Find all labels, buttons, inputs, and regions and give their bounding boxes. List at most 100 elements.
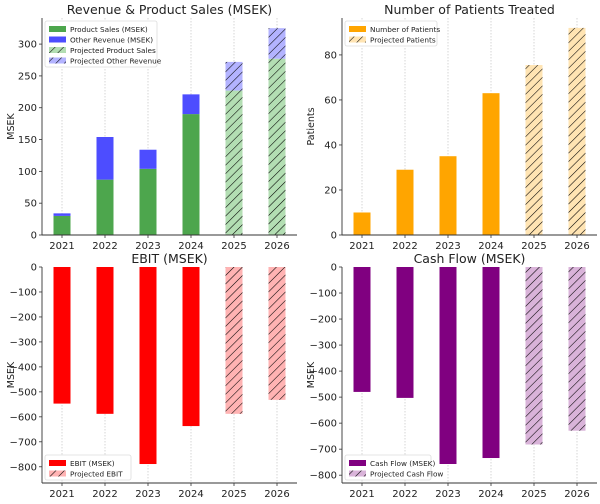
legend-swatch [349, 36, 366, 43]
legend: Product Sales (MSEK) Other Revenue (MSEK)… [44, 20, 162, 68]
legend: EBIT (MSEK) Projected EBIT [44, 454, 132, 481]
x-tick-label: 2024 [478, 489, 503, 500]
legend-swatch [49, 57, 66, 64]
bar-2026-2 [568, 267, 586, 431]
y-axis-label: MSEK [6, 113, 17, 140]
bar-2024-2 [182, 94, 200, 115]
subplot-2: 0 20 40 60 80 2021 2022 2023 2024 2025 2026 Number … [306, 2, 597, 252]
x-tick-label: 2024 [178, 241, 203, 252]
bar-2024-1 [482, 93, 500, 235]
legend-label: Cash Flow (MSEK) [370, 459, 435, 468]
bar-2023-1 [139, 267, 157, 465]
y-tick-label: 300 [18, 40, 37, 51]
y-tick-label: −800 [10, 462, 37, 473]
legend-box [344, 20, 438, 47]
legend-box [44, 454, 132, 481]
x-tick-label: 2023 [135, 241, 160, 252]
bar-2025-4 [225, 61, 243, 91]
x-tick-label: 2022 [392, 489, 417, 500]
y-tick-label: 60 [324, 95, 337, 106]
bar-2026-2 [568, 27, 586, 235]
chart-title: EBIT (MSEK) [131, 251, 207, 266]
y-tick-label: 40 [324, 140, 337, 151]
x-tick-label: 2026 [564, 241, 589, 252]
y-tick-label: 0 [331, 263, 337, 274]
y-tick-label: −400 [310, 367, 337, 378]
x-tick-label: 2021 [49, 489, 74, 500]
bar-2026-3 [268, 58, 286, 236]
subplot-3: 0 −100 −200 −300 −400 −500 −600 −700 −800 2021 202… [6, 251, 297, 500]
legend-swatch [349, 460, 366, 466]
y-tick-label: −300 [310, 341, 337, 352]
legend-box [44, 20, 158, 68]
x-tick-label: 2021 [349, 241, 374, 252]
legend-swatch [349, 470, 366, 477]
x-tick-label: 2021 [349, 489, 374, 500]
y-tick-label: 250 [18, 71, 37, 82]
y-tick-label: −500 [310, 393, 337, 404]
x-tick-label: 2022 [92, 489, 117, 500]
bar-2022-1 [396, 169, 414, 235]
y-tick-label: 0 [31, 263, 37, 274]
legend: Number of Patients Projected Patients [344, 20, 440, 47]
bar-2025-2 [225, 267, 243, 414]
legend-label: EBIT (MSEK) [70, 459, 115, 468]
x-tick-label: 2023 [435, 241, 460, 252]
bar-2022-2 [96, 137, 114, 180]
x-tick-label: 2023 [135, 489, 160, 500]
x-tick-label: 2022 [392, 241, 417, 252]
bar-2026-2 [268, 267, 286, 400]
bar-2025-2 [525, 65, 543, 235]
bar-2023-1 [439, 156, 457, 235]
legend-swatch [349, 26, 366, 32]
legend-swatch [49, 36, 66, 43]
legend-label: Number of Patients [370, 25, 440, 34]
legend-swatch [49, 26, 66, 32]
y-tick-label: −500 [10, 387, 37, 398]
bar-2023-1 [439, 267, 457, 465]
legend-label: Projected Patients [370, 36, 436, 45]
y-tick-label: 150 [18, 135, 37, 146]
y-tick-label: −600 [10, 412, 37, 423]
bar-2021-2 [53, 213, 71, 216]
bar-2024-1 [182, 114, 200, 235]
y-tick-label: −300 [10, 337, 37, 348]
legend-box [344, 454, 432, 481]
subplot-4: 0 −100 −200 −300 −400 −500 −600 −700 −800 2021 202… [306, 251, 597, 500]
y-tick-label: 200 [18, 103, 37, 114]
y-tick-label: −100 [10, 287, 37, 298]
x-tick-label: 2022 [92, 241, 117, 252]
y-tick-label: −400 [10, 362, 37, 373]
y-tick-label: −600 [310, 419, 337, 430]
bar-2024-1 [482, 267, 500, 459]
bar-2021-1 [53, 267, 71, 404]
legend-label: Projected Product Sales [70, 46, 156, 55]
y-tick-label: −700 [310, 445, 337, 456]
x-tick-label: 2025 [521, 241, 546, 252]
y-tick-label: 100 [18, 167, 37, 178]
x-tick-label: 2023 [435, 489, 460, 500]
bar-2021-1 [53, 215, 71, 235]
chart-title: Number of Patients Treated [384, 2, 555, 17]
x-tick-label: 2025 [221, 489, 246, 500]
y-axis-label: Patients [306, 107, 317, 145]
x-tick-label: 2025 [221, 241, 246, 252]
bar-2025-2 [525, 267, 543, 445]
bar-2021-1 [353, 267, 371, 392]
y-axis-label: MSEK [306, 361, 317, 388]
legend-label: Projected Other Revenue [70, 57, 162, 66]
legend-label: Product Sales (MSEK) [70, 25, 148, 34]
x-tick-label: 2021 [49, 241, 74, 252]
y-tick-label: −700 [10, 437, 37, 448]
y-tick-label: 20 [324, 185, 337, 196]
y-tick-label: −200 [10, 312, 37, 323]
bar-2025-3 [225, 90, 243, 235]
subplot-1: 0 50 100 150 200 250 300 2021 2022 2023 2024 2025 20… [6, 2, 297, 252]
y-axis-label: MSEK [6, 361, 17, 388]
bar-2022-1 [96, 267, 114, 414]
y-tick-label: 50 [24, 199, 37, 210]
x-tick-label: 2026 [264, 241, 289, 252]
x-tick-label: 2026 [264, 489, 289, 500]
bar-2021-1 [353, 212, 371, 235]
